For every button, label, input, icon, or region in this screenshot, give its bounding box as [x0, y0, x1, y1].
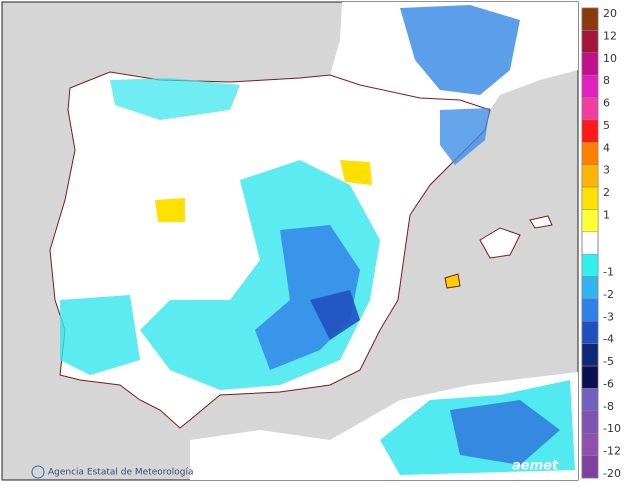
menorca: [529, 215, 553, 229]
legend-label: 2: [603, 186, 610, 199]
legend-swatch: [581, 455, 599, 479]
legend-swatch: [581, 432, 599, 456]
legend-label: 8: [603, 74, 610, 87]
legend-swatch: [581, 30, 599, 54]
mallorca: [479, 227, 521, 259]
africa-precip-strong: [450, 400, 560, 465]
credit-icon: [31, 465, 45, 479]
precip-catalonia: [440, 108, 490, 165]
legend-label: 10: [603, 52, 617, 65]
legend-swatch: [581, 321, 599, 344]
ibiza: [444, 273, 461, 289]
legend-swatch: [581, 164, 599, 188]
france-precip: [400, 5, 520, 95]
credit: Agencia Estatal de Meteorología: [48, 468, 194, 478]
legend-label: 4: [603, 141, 610, 154]
legend-swatch: [581, 253, 599, 277]
precip-dark: [310, 290, 360, 340]
legend-label: 20: [603, 7, 617, 20]
legend-label: -1: [603, 266, 614, 279]
legend-label: 5: [603, 119, 610, 132]
legend-swatch: [581, 343, 599, 367]
precip-north: [110, 78, 240, 120]
legend-swatch: [581, 119, 599, 143]
legend-swatch: [581, 410, 599, 434]
legend-label: 1: [603, 208, 610, 221]
logo: aemet: [512, 459, 559, 474]
legend-label: -5: [603, 355, 614, 368]
legend-swatch: [581, 209, 599, 233]
precip-yellow-2: [340, 160, 372, 185]
legend-swatch: [581, 186, 599, 210]
legend-swatch: [581, 142, 599, 165]
legend-swatch: [581, 74, 599, 98]
legend-swatch: [581, 365, 599, 389]
legend-label: -12: [603, 445, 621, 458]
precip-west: [60, 295, 140, 375]
legend-label: -6: [603, 377, 614, 390]
legend-label: -4: [603, 333, 614, 346]
legend-swatch: [581, 276, 599, 300]
legend-label: 3: [603, 164, 610, 177]
legend-label: -2: [603, 288, 614, 301]
legend-swatch: [581, 52, 599, 76]
legend-label: -10: [603, 422, 621, 435]
legend-swatch: [581, 7, 599, 31]
legend-label: 6: [603, 97, 610, 110]
legend-label: -3: [603, 310, 614, 323]
precip-yellow: [155, 198, 185, 222]
legend-swatch: [581, 97, 599, 121]
legend-swatch: [581, 298, 599, 322]
legend-label: -8: [603, 400, 614, 413]
legend-label: 12: [603, 29, 617, 42]
legend: 20 12 10 8 6 5 4 3 2 1 -1 -2 -3 -4 -5 -6 -8 -10 -12 -20: [581, 7, 621, 480]
legend-label: -20: [603, 467, 621, 480]
legend-swatch: [581, 388, 599, 412]
